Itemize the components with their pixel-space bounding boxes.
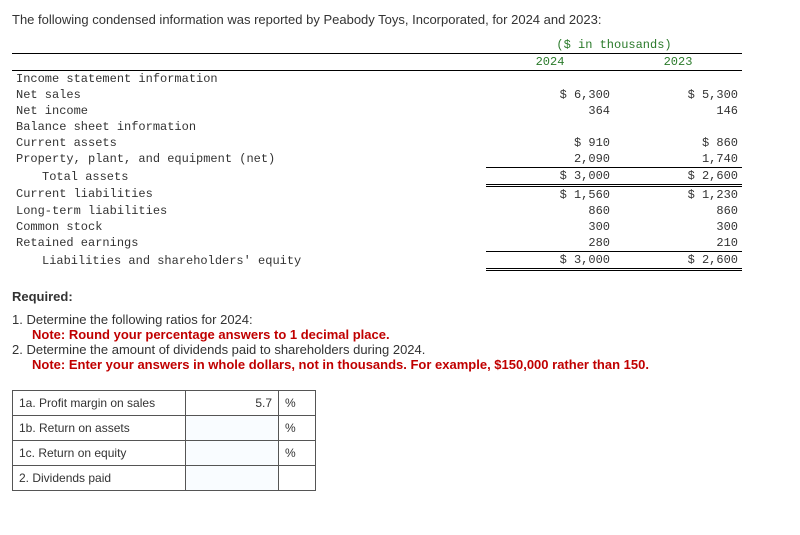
row-net-income-2023: 146 [614,103,742,119]
req-1: 1. Determine the following ratios for 20… [12,312,788,327]
row-re-2023: 210 [614,235,742,252]
intro-text: The following condensed information was … [12,12,788,27]
row-tle-2024: $ 3,000 [486,252,614,270]
row-ltl-label: Long-term liabilities [12,203,486,219]
ans-1a-label: 1a. Profit margin on sales [13,391,186,416]
row-ca-label: Current assets [12,135,486,151]
row-cl-2024: $ 1,560 [486,186,614,204]
header-super: ($ in thousands) [486,37,742,54]
row-cl-label: Current liabilities [12,186,486,204]
income-header: Income statement information [12,71,486,88]
row-cs-label: Common stock [12,219,486,235]
row-net-income-2024: 364 [486,103,614,119]
req-1-note: Note: Round your percentage answers to 1… [12,327,788,342]
financial-table: ($ in thousands) 2024 2023 Income statem… [12,37,742,271]
req-2: 2. Determine the amount of dividends pai… [12,342,788,357]
ans-1b-label: 1b. Return on assets [13,416,186,441]
row-ppe-label: Property, plant, and equipment (net) [12,151,486,168]
ans-1a-input[interactable]: 5.7 [186,391,279,416]
row-re-label: Retained earnings [12,235,486,252]
row-cl-2023: $ 1,230 [614,186,742,204]
ans-1b-unit: % [279,416,316,441]
row-ca-2023: $ 860 [614,135,742,151]
ans-1c-label: 1c. Return on equity [13,441,186,466]
row-net-sales-2024: $ 6,300 [486,87,614,103]
required-heading: Required: [12,289,788,304]
balance-header: Balance sheet information [12,119,486,135]
ans-2-input[interactable] [186,466,279,491]
row-ppe-2024: 2,090 [486,151,614,168]
row-net-sales-label: Net sales [12,87,486,103]
answer-table: 1a. Profit margin on sales 5.7 % 1b. Ret… [12,390,316,491]
row-ltl-2023: 860 [614,203,742,219]
ans-1c-input[interactable] [186,441,279,466]
col-2023: 2023 [614,54,742,71]
row-re-2024: 280 [486,235,614,252]
row-ta-2024: $ 3,000 [486,168,614,186]
row-tle-label: Liabilities and shareholders' equity [12,252,486,270]
col-2024: 2024 [486,54,614,71]
row-cs-2023: 300 [614,219,742,235]
row-net-sales-2023: $ 5,300 [614,87,742,103]
ans-1b-input[interactable] [186,416,279,441]
ans-2-label: 2. Dividends paid [13,466,186,491]
row-ppe-2023: 1,740 [614,151,742,168]
row-net-income-label: Net income [12,103,486,119]
row-cs-2024: 300 [486,219,614,235]
row-ca-2024: $ 910 [486,135,614,151]
row-tle-2023: $ 2,600 [614,252,742,270]
row-ltl-2024: 860 [486,203,614,219]
ans-2-unit [279,466,316,491]
row-ta-2023: $ 2,600 [614,168,742,186]
row-ta-label: Total assets [12,168,486,186]
ans-1c-unit: % [279,441,316,466]
ans-1a-unit: % [279,391,316,416]
req-2-note: Note: Enter your answers in whole dollar… [12,357,788,372]
required-list: 1. Determine the following ratios for 20… [12,312,788,372]
